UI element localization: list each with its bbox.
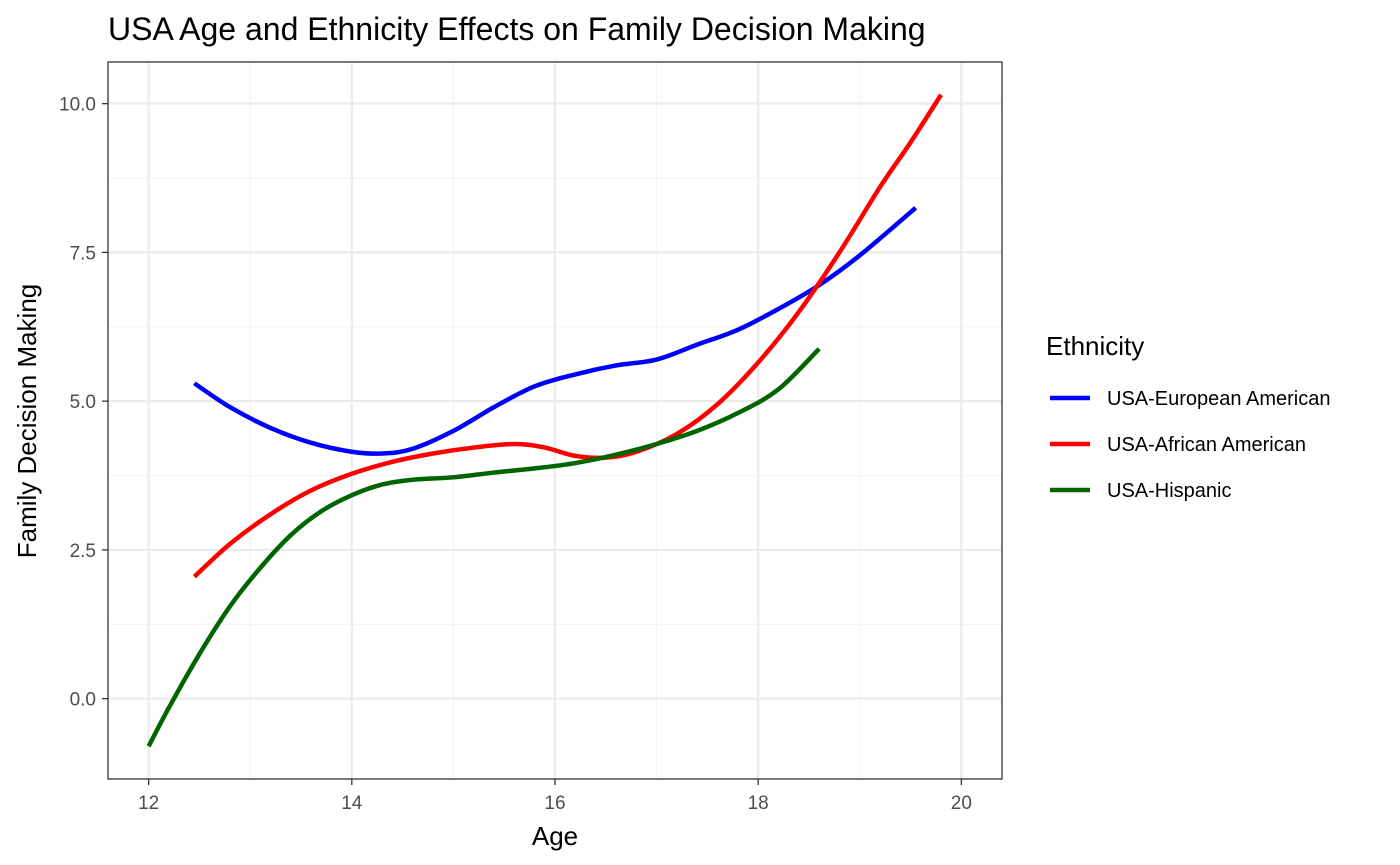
chart-title: USA Age and Ethnicity Effects on Family … bbox=[108, 11, 926, 47]
plot-panel bbox=[107, 61, 1003, 780]
series-line-usa-european-american bbox=[193, 206, 918, 456]
x-tick-label: 18 bbox=[748, 793, 769, 814]
x-tick-label: 14 bbox=[341, 793, 363, 814]
y-tick-label: 7.5 bbox=[70, 243, 96, 264]
series-lines bbox=[146, 93, 943, 748]
legend-label-usa-european-american: USA-European American bbox=[1107, 388, 1330, 410]
x-axis: 12 14 16 18 20 bbox=[138, 779, 972, 814]
major-gridlines bbox=[108, 62, 1002, 779]
y-tick-label: 10.0 bbox=[59, 95, 96, 116]
legend-title: Ethnicity bbox=[1046, 331, 1144, 361]
y-axis-title: Family Decision Making bbox=[12, 284, 42, 559]
x-tick-label: 12 bbox=[138, 793, 159, 814]
x-tick-label: 20 bbox=[951, 793, 972, 814]
x-tick-label: 16 bbox=[544, 793, 565, 814]
legend: Ethnicity USA-European American USA-Afric… bbox=[1046, 331, 1330, 502]
legend-label-usa-hispanic: USA-Hispanic bbox=[1107, 480, 1231, 502]
y-tick-label: 0.0 bbox=[70, 690, 96, 711]
series-line-usa-african-american bbox=[192, 93, 943, 579]
y-axis: 0.0 2.5 5.0 7.5 10.0 bbox=[59, 95, 108, 711]
y-tick-label: 2.5 bbox=[70, 541, 96, 562]
legend-items: USA-European American USA-African America… bbox=[1050, 388, 1330, 502]
x-axis-title: Age bbox=[532, 821, 578, 851]
legend-label-usa-african-american: USA-African American bbox=[1107, 434, 1306, 456]
y-tick-label: 5.0 bbox=[70, 392, 96, 413]
series-line-usa-hispanic bbox=[146, 347, 821, 748]
